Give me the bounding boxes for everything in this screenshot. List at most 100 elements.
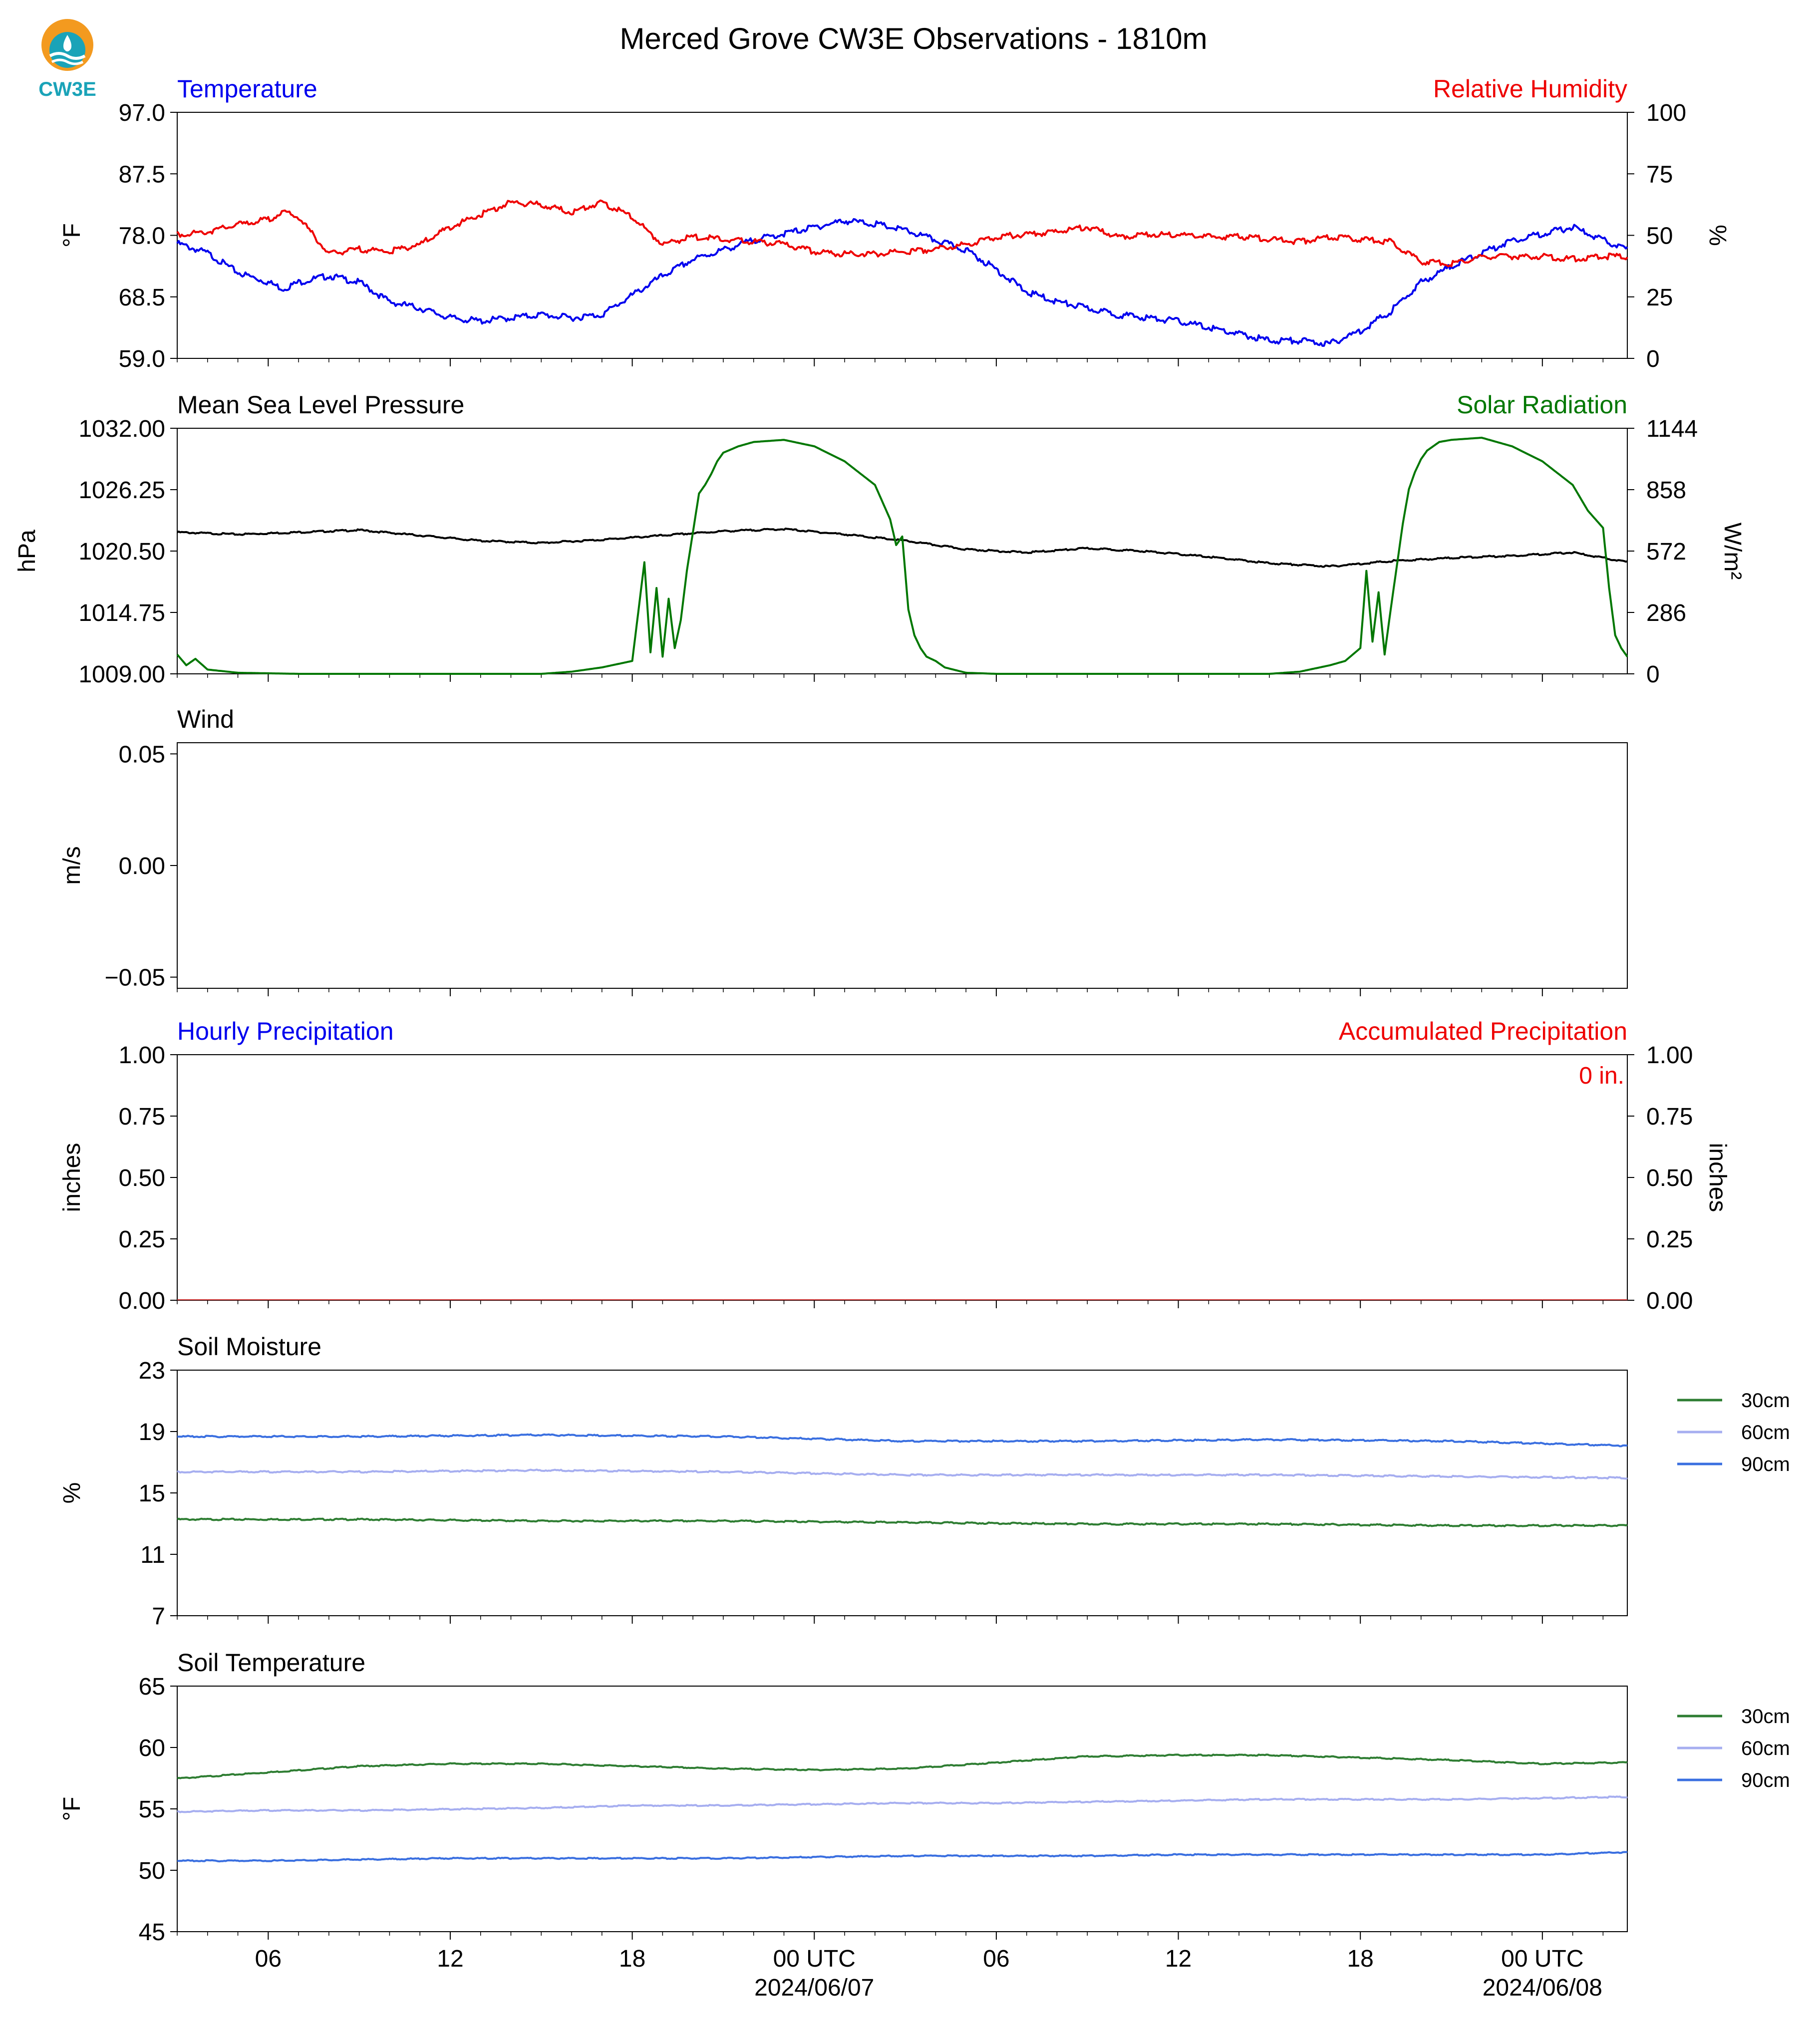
y-tick-label-right: 75: [1646, 161, 1673, 188]
y-tick-label-left: 59.0: [119, 346, 165, 372]
series-90cm: [177, 1851, 1628, 1863]
plot-frame: [177, 742, 1628, 989]
y-tick-label-left: 87.5: [119, 161, 165, 188]
logo-text: CW3E: [38, 78, 96, 100]
y-tick-label-right: 572: [1646, 539, 1686, 565]
cw3e-logo: CW3E: [38, 19, 96, 100]
y-tick-label-left: 78.0: [119, 223, 165, 250]
legend-label: 30cm: [1741, 1706, 1790, 1728]
panel-soil-moisture: Soil Moisture 7 11 15 19 23% 30cm 60cm 90cm: [59, 1333, 1790, 1630]
y-tick-label-left: 0.75: [119, 1104, 165, 1130]
y-tick-label-left: 65: [139, 1674, 165, 1700]
series-60cm: [177, 1795, 1628, 1813]
y-tick-label-right: 0.00: [1646, 1288, 1693, 1314]
series-solar-radiation: [176, 436, 1628, 675]
y-axis-label-left: hPa: [14, 530, 40, 573]
y-tick-label-right: 100: [1646, 100, 1686, 126]
y-tick-label-left: 1014.75: [78, 600, 165, 626]
y-tick-label-left: 11: [140, 1542, 165, 1568]
y-tick-label-left: 15: [139, 1480, 165, 1507]
y-tick-label-left: 45: [139, 1919, 165, 1946]
legend-label: 90cm: [1741, 1453, 1790, 1475]
y-axis-label-right: W/m²: [1719, 523, 1746, 580]
y-tick-label-right: 0.75: [1646, 1104, 1693, 1130]
y-tick-label-left: 0.00: [119, 853, 165, 879]
y-tick-label-left: 1026.25: [78, 477, 165, 504]
y-tick-label-left: 19: [139, 1419, 165, 1446]
y-tick-label-right: 286: [1646, 600, 1686, 626]
panel-title-right: Solar Radiation: [1457, 391, 1627, 419]
y-axis-label-left: %: [59, 1482, 85, 1504]
plot-frame: [177, 1054, 1628, 1301]
y-tick-label-left: 50: [139, 1858, 165, 1884]
y-tick-label-left: 1020.50: [78, 539, 165, 565]
y-tick-label-right: 1144: [1646, 416, 1698, 442]
x-tick-label: 12: [437, 1946, 463, 1972]
series-relative-humidity: [176, 199, 1628, 268]
panel-temperature: Temperature Relative Humidity 59.0 68.5 78.0…: [59, 75, 1731, 372]
panel-soil-temperature: 06 12 18 00 UTC 06 12 18 00 UTC 2024/06/07 2024/0…: [59, 1649, 1790, 2001]
panel-title-left: Temperature: [177, 75, 317, 103]
series-30cm: [177, 1753, 1628, 1779]
x-tick-label: 18: [619, 1946, 645, 1972]
panel-title-right: Accumulated Precipitation: [1339, 1017, 1627, 1045]
y-tick-label-right: 858: [1646, 477, 1686, 504]
y-tick-label-left: 97.0: [119, 100, 165, 126]
legend-label: 60cm: [1741, 1738, 1790, 1759]
y-tick-label-left: 1032.00: [78, 416, 165, 442]
panel-hourly-precipitation: Hourly Precipitation Accumulated Precipit…: [59, 1017, 1731, 1314]
series-30cm: [177, 1517, 1628, 1527]
chart-title: Merced Grove CW3E Observations - 1810m: [619, 22, 1207, 55]
panel-title-left: Soil Temperature: [177, 1649, 365, 1677]
y-tick-label-left: 60: [139, 1735, 165, 1761]
panel-wind: Wind −0.05 0.00 0.05 m/s: [59, 705, 1628, 996]
y-tick-label-left: 7: [152, 1603, 165, 1630]
panel-mean-sea-level-pressure: Mean Sea Level Pressure Solar Radiation 10…: [14, 391, 1746, 688]
plot-frame: [177, 112, 1628, 359]
y-axis-label-right: inches: [1704, 1143, 1731, 1212]
series-90cm: [177, 1433, 1627, 1448]
y-axis-label-left: inches: [59, 1143, 85, 1212]
y-tick-label-left: −0.05: [105, 965, 165, 991]
x-date-label: 2024/06/07: [754, 1975, 874, 2001]
x-tick-label: 18: [1347, 1946, 1373, 1972]
y-tick-label-right: 25: [1646, 285, 1673, 311]
panel-title-left: Mean Sea Level Pressure: [177, 391, 464, 419]
panel-title-left: Hourly Precipitation: [177, 1017, 394, 1045]
y-tick-label-right: 0.50: [1646, 1165, 1693, 1191]
y-axis-label-right: %: [1704, 225, 1731, 246]
y-tick-label-right: 50: [1646, 223, 1673, 250]
precip-annotation: 0 in.: [1579, 1063, 1624, 1089]
y-tick-label-left: 68.5: [119, 285, 165, 311]
y-tick-label-left: 0.25: [119, 1226, 165, 1253]
y-tick-label-right: 0: [1646, 346, 1660, 372]
y-tick-label-right: 0.25: [1646, 1226, 1693, 1253]
x-date-label: 2024/06/08: [1483, 1975, 1602, 2001]
y-tick-label-left: 0.05: [119, 741, 165, 768]
legend-label: 90cm: [1741, 1769, 1790, 1791]
panel-title-right: Relative Humidity: [1433, 75, 1627, 103]
y-tick-label-left: 23: [139, 1358, 165, 1384]
y-tick-label-left: 0.00: [119, 1288, 165, 1314]
x-tick-label: 12: [1165, 1946, 1192, 1972]
y-axis-label-left: °F: [59, 1797, 85, 1821]
y-axis-label-left: °F: [59, 223, 85, 248]
y-tick-label-right: 0: [1646, 661, 1660, 688]
panel-title-left: Soil Moisture: [177, 1333, 321, 1361]
y-tick-label-left: 0.50: [119, 1165, 165, 1191]
series-60cm: [177, 1468, 1628, 1480]
y-tick-label-left: 55: [139, 1796, 165, 1823]
y-tick-label-right: 1.00: [1646, 1042, 1693, 1069]
x-tick-label: 06: [255, 1946, 282, 1972]
plot-frame: [177, 428, 1628, 674]
panel-title-left: Wind: [177, 705, 234, 733]
x-tick-label: 00 UTC: [1501, 1946, 1583, 1972]
x-tick-label: 06: [983, 1946, 1009, 1972]
y-axis-label-left: m/s: [59, 846, 85, 884]
y-tick-label-left: 1009.00: [78, 661, 165, 688]
legend-label: 60cm: [1741, 1422, 1790, 1444]
series-temperature: [176, 218, 1628, 347]
y-tick-label-left: 1.00: [119, 1042, 165, 1069]
x-tick-label: 00 UTC: [773, 1946, 856, 1972]
